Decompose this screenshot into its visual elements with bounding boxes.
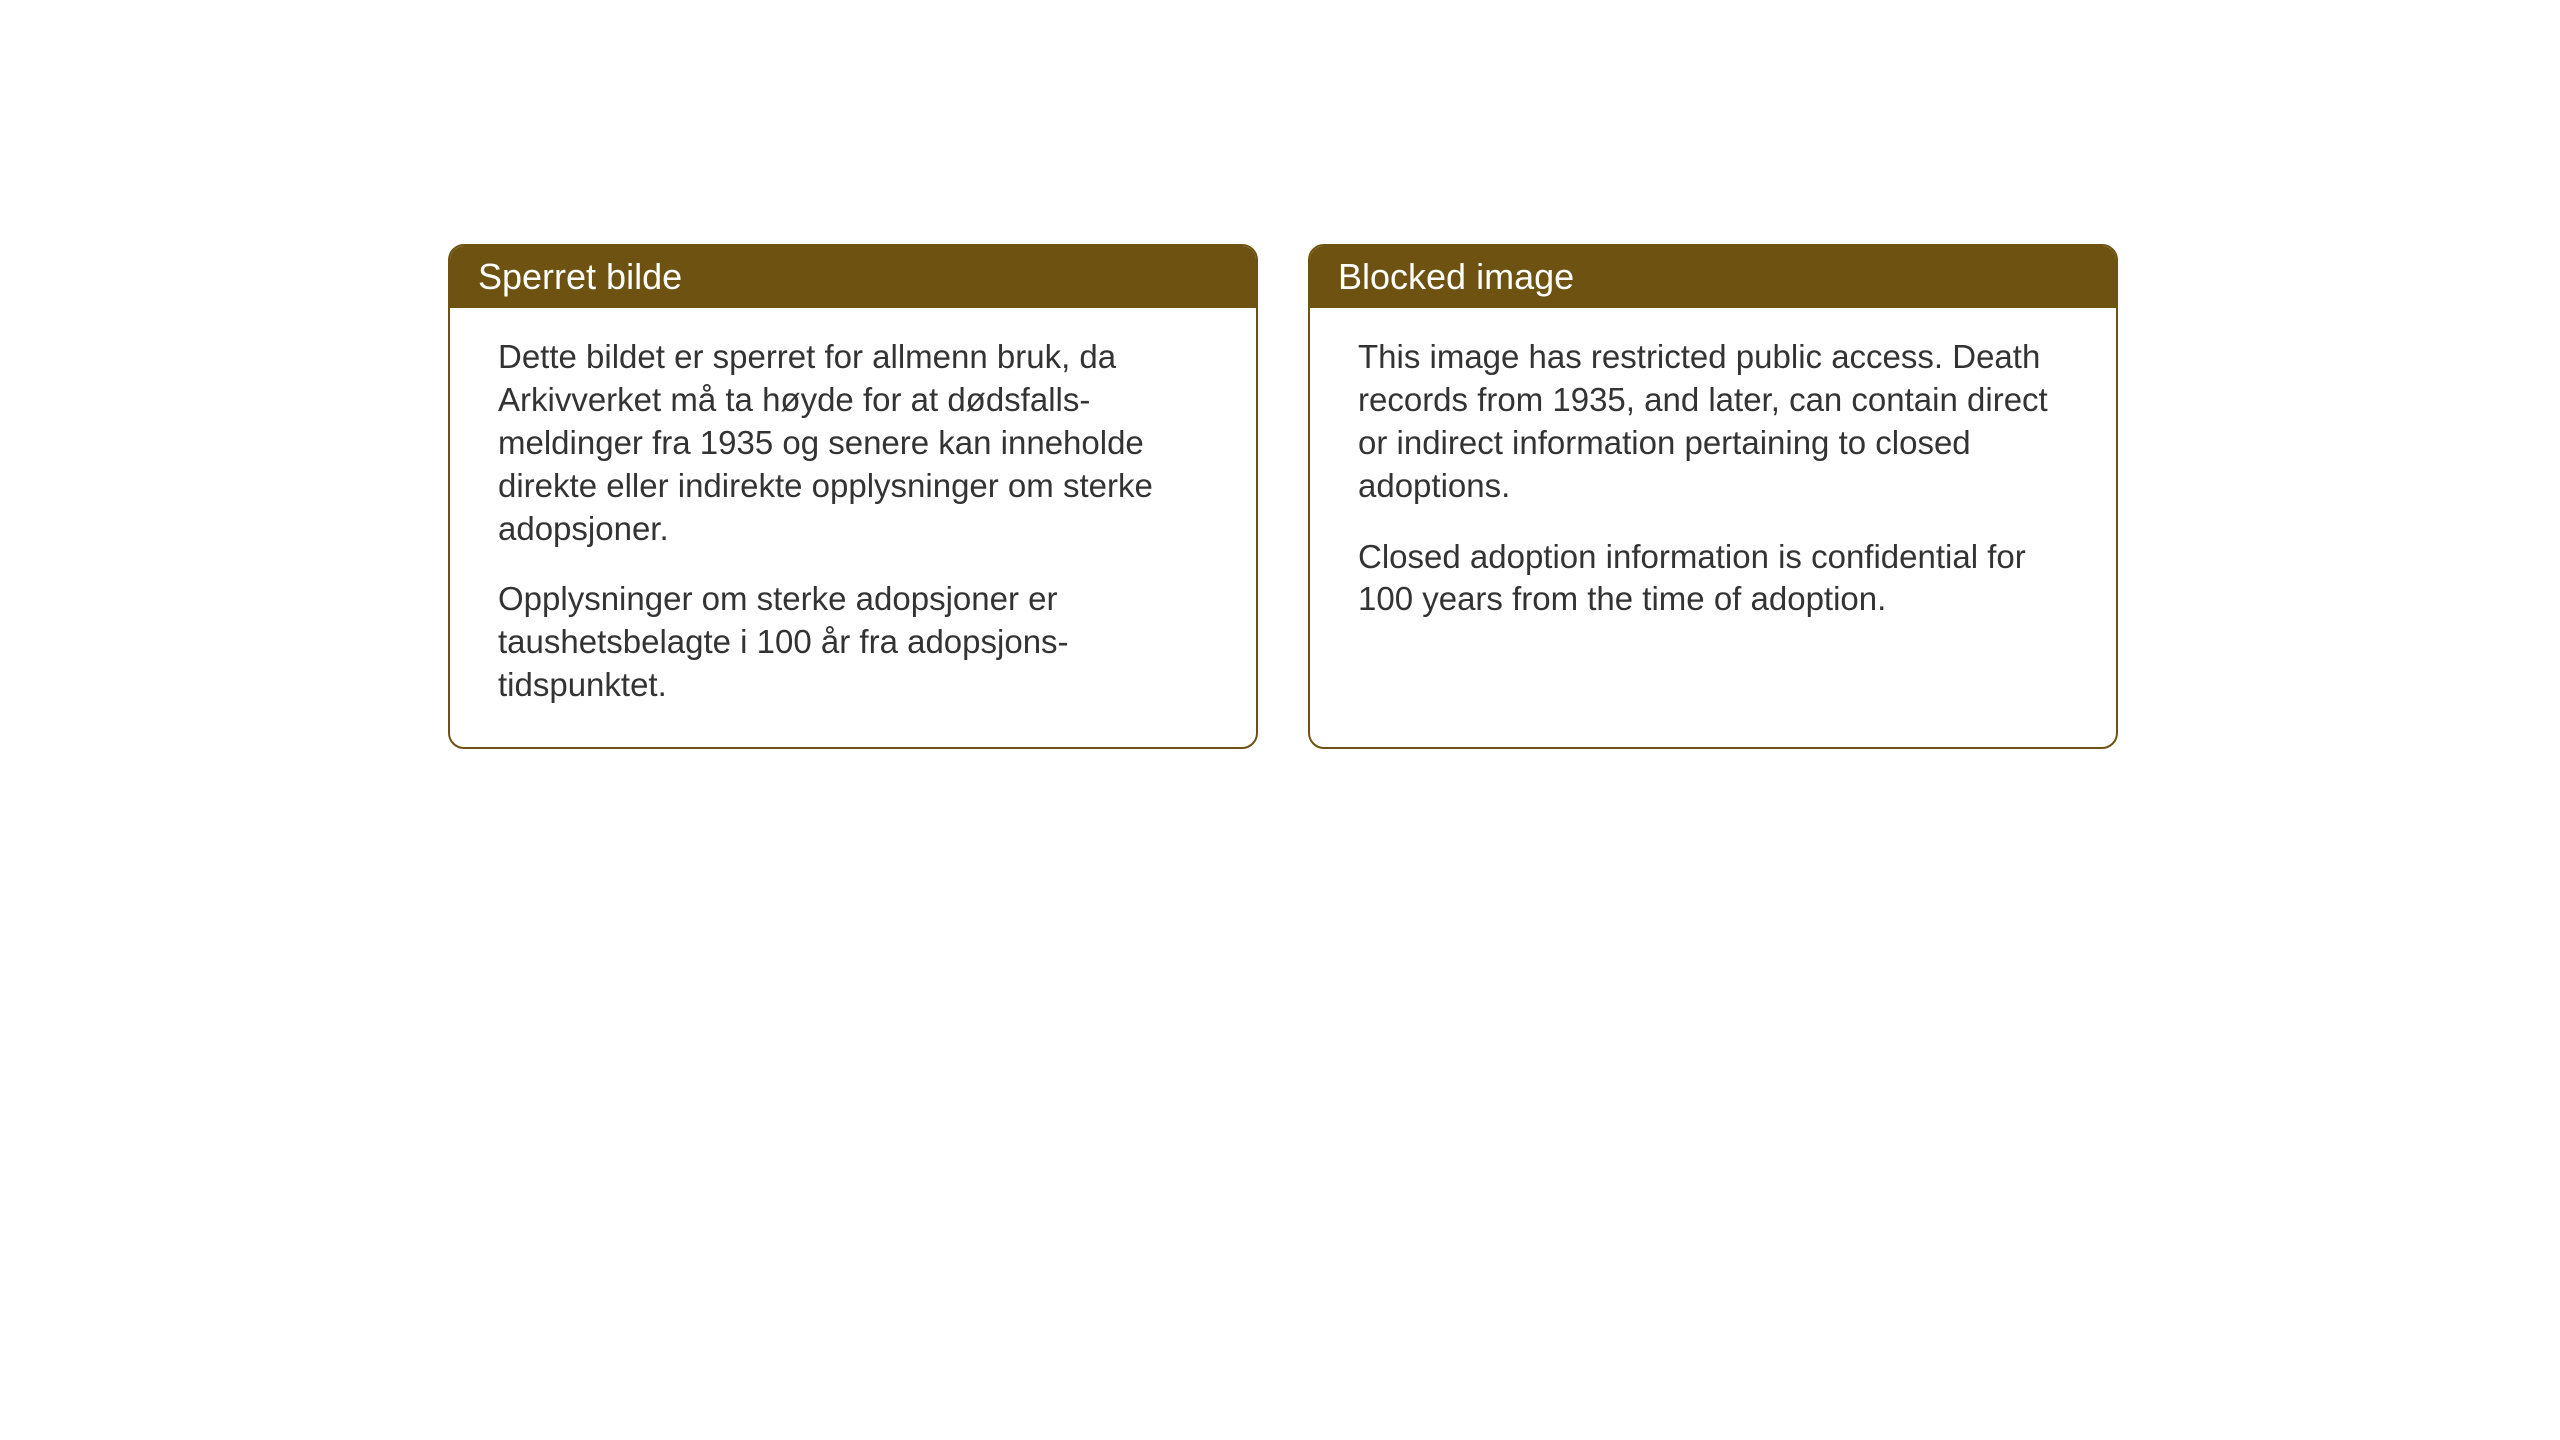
norwegian-card-header: Sperret bilde xyxy=(450,246,1256,308)
notice-container: Sperret bilde Dette bildet er sperret fo… xyxy=(448,244,2118,749)
norwegian-paragraph-2: Opplysninger om sterke adopsjoner er tau… xyxy=(498,578,1216,707)
english-notice-card: Blocked image This image has restricted … xyxy=(1308,244,2118,749)
english-card-header: Blocked image xyxy=(1310,246,2116,308)
norwegian-paragraph-1: Dette bildet er sperret for allmenn bruk… xyxy=(498,336,1216,550)
norwegian-notice-card: Sperret bilde Dette bildet er sperret fo… xyxy=(448,244,1258,749)
norwegian-card-body: Dette bildet er sperret for allmenn bruk… xyxy=(450,308,1256,747)
norwegian-card-title: Sperret bilde xyxy=(478,256,682,297)
english-card-title: Blocked image xyxy=(1338,256,1574,297)
english-paragraph-2: Closed adoption information is confident… xyxy=(1358,536,2076,622)
english-paragraph-1: This image has restricted public access.… xyxy=(1358,336,2076,508)
english-card-body: This image has restricted public access.… xyxy=(1310,308,2116,661)
